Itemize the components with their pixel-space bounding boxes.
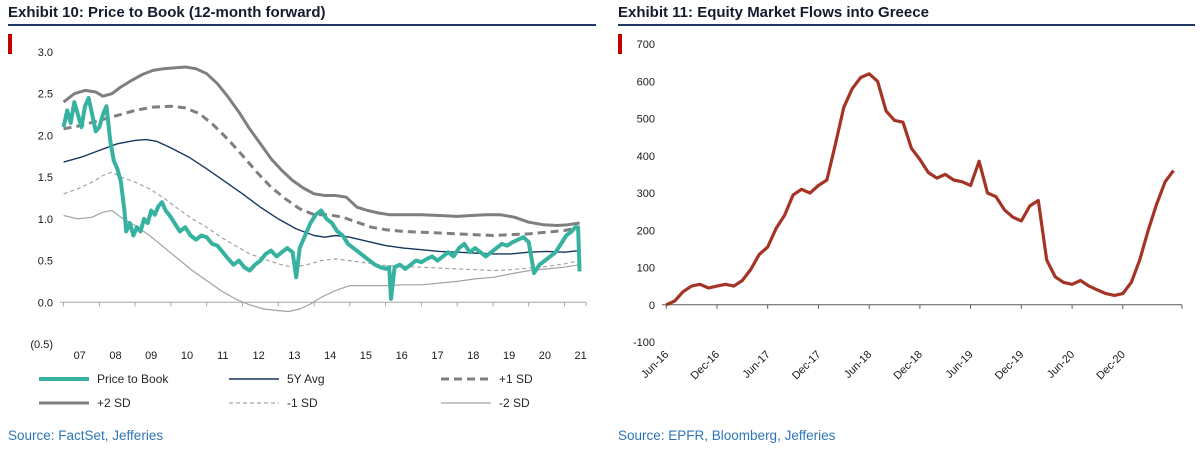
legend-item-5y-avg: 5Y Avg bbox=[228, 372, 440, 386]
y-tick-label: 0.5 bbox=[38, 256, 53, 268]
y-tick-label: 2.5 bbox=[38, 89, 53, 101]
x-tick-label: Dec-17 bbox=[790, 349, 824, 383]
legend-label: -1 SD bbox=[287, 396, 318, 410]
x-tick-label: Jun-20 bbox=[1045, 349, 1077, 381]
legend-swatch-1-sd bbox=[229, 402, 279, 404]
x-tick-label: 19 bbox=[503, 350, 515, 362]
y-tick-label: 300 bbox=[637, 188, 655, 200]
x-tick-label: 11 bbox=[217, 350, 228, 362]
exhibit-11-accent-bar bbox=[618, 34, 622, 54]
x-tick-label: 12 bbox=[252, 350, 264, 362]
exhibit-11-title: Exhibit 11: Equity Market Flows into Gre… bbox=[618, 4, 929, 21]
y-tick-label: 500 bbox=[637, 114, 655, 126]
x-tick-label: 13 bbox=[288, 350, 300, 362]
legend-item-1-sd: +1 SD bbox=[440, 372, 590, 386]
x-tick-label: Jun-19 bbox=[943, 349, 975, 381]
price-to-book-chart: 3.0 2.5 2.0 1.5 1.0 0.5 0.0 (0.5) 07 08 09 10 11 12 13… bbox=[30, 47, 586, 362]
series-1-sd bbox=[63, 104, 580, 237]
exhibit-10-source: Source: FactSet, Jefferies bbox=[8, 428, 164, 443]
legend-swatch-2-sd bbox=[441, 402, 491, 404]
series-1-sd bbox=[63, 171, 580, 272]
y-tick-label: 200 bbox=[637, 225, 655, 237]
y-tick-label: 1.0 bbox=[38, 214, 53, 226]
y-tick-label: 0.0 bbox=[38, 297, 53, 309]
legend-item-1-sd: -1 SD bbox=[228, 396, 440, 410]
legend-swatch-1-sd bbox=[441, 377, 491, 381]
series-price-to-book bbox=[61, 95, 582, 301]
exhibit-11-title-rule bbox=[618, 24, 1195, 26]
legend-label: Price to Book bbox=[97, 372, 169, 386]
legend-item-2-sd: +2 SD bbox=[38, 396, 228, 410]
y-tick-label: 600 bbox=[637, 76, 655, 88]
exhibit-10-title-rule bbox=[8, 24, 596, 26]
x-tick-label: 08 bbox=[109, 350, 121, 362]
legend-swatch-2-sd bbox=[39, 401, 89, 405]
exhibit-11-panel: Exhibit 11: Equity Market Flows into Gre… bbox=[618, 0, 1195, 451]
x-tick-label: Jun-18 bbox=[842, 349, 874, 381]
price-to-book-legend: Price to Book 5Y Avg +1 SD +2 SD -1 SD -2 SD bbox=[38, 372, 596, 410]
series-5y-avg bbox=[63, 138, 580, 255]
y-tick-label: 100 bbox=[637, 263, 655, 275]
exhibit-10-panel: Exhibit 10: Price to Book (12-month forw… bbox=[8, 0, 596, 451]
legend-label: 5Y Avg bbox=[287, 372, 325, 386]
x-tick-label: Jun-17 bbox=[741, 349, 773, 381]
x-tick-label: Dec-18 bbox=[891, 349, 925, 383]
exhibit-10-accent-bar bbox=[8, 34, 12, 54]
x-tick-label: 18 bbox=[467, 350, 479, 362]
y-tick-label: 0 bbox=[649, 300, 655, 312]
legend-label: -2 SD bbox=[499, 396, 530, 410]
series-2-sd bbox=[62, 65, 580, 227]
x-tick-label: 21 bbox=[574, 350, 586, 362]
y-tick-label: 2.0 bbox=[38, 130, 53, 142]
y-tick-label: (0.5) bbox=[30, 339, 53, 351]
y-tick-label: -100 bbox=[633, 337, 655, 349]
x-tick-label: 17 bbox=[431, 350, 443, 362]
y-tick-label: 3.0 bbox=[38, 47, 53, 59]
exhibit-10-title: Exhibit 10: Price to Book (12-month forw… bbox=[8, 4, 326, 21]
x-tick-label: 15 bbox=[360, 350, 372, 362]
series-2-sd bbox=[63, 209, 580, 313]
x-tick-label: Dec-20 bbox=[1094, 349, 1128, 383]
x-tick-label: 16 bbox=[396, 350, 408, 362]
y-tick-label: 1.5 bbox=[38, 172, 53, 184]
x-tick-label: Jun-16 bbox=[639, 349, 671, 381]
x-tick-label: 10 bbox=[181, 350, 193, 362]
series-cumulative-equity-flows-into-greece bbox=[665, 72, 1175, 307]
legend-swatch-price-to-book bbox=[39, 377, 89, 381]
legend-swatch-5y-avg bbox=[229, 378, 279, 380]
x-tick-label: 20 bbox=[539, 350, 551, 362]
x-tick-label: 07 bbox=[74, 350, 86, 362]
exhibit-11-source: Source: EPFR, Bloomberg, Jefferies bbox=[618, 428, 836, 443]
y-tick-label: 400 bbox=[637, 151, 655, 163]
legend-item-2-sd: -2 SD bbox=[440, 396, 590, 410]
x-tick-label: 14 bbox=[324, 350, 336, 362]
legend-label: +2 SD bbox=[97, 396, 131, 410]
exhibit-10-chart-area: 3.0 2.5 2.0 1.5 1.0 0.5 0.0 (0.5) 07 08 09 10 11 12 13… bbox=[8, 26, 596, 366]
y-tick-label: 700 bbox=[637, 39, 655, 51]
x-tick-label: 09 bbox=[145, 350, 157, 362]
x-tick-label: Dec-19 bbox=[993, 349, 1027, 383]
legend-label: +1 SD bbox=[499, 372, 533, 386]
legend-item-price-to-book: Price to Book bbox=[38, 372, 228, 386]
exhibit-11-chart-area: 700 600 500 400 300 200 100 0 -100 Jun-16 Dec-16 Ju… bbox=[618, 26, 1195, 408]
x-tick-label: Dec-16 bbox=[689, 349, 723, 383]
